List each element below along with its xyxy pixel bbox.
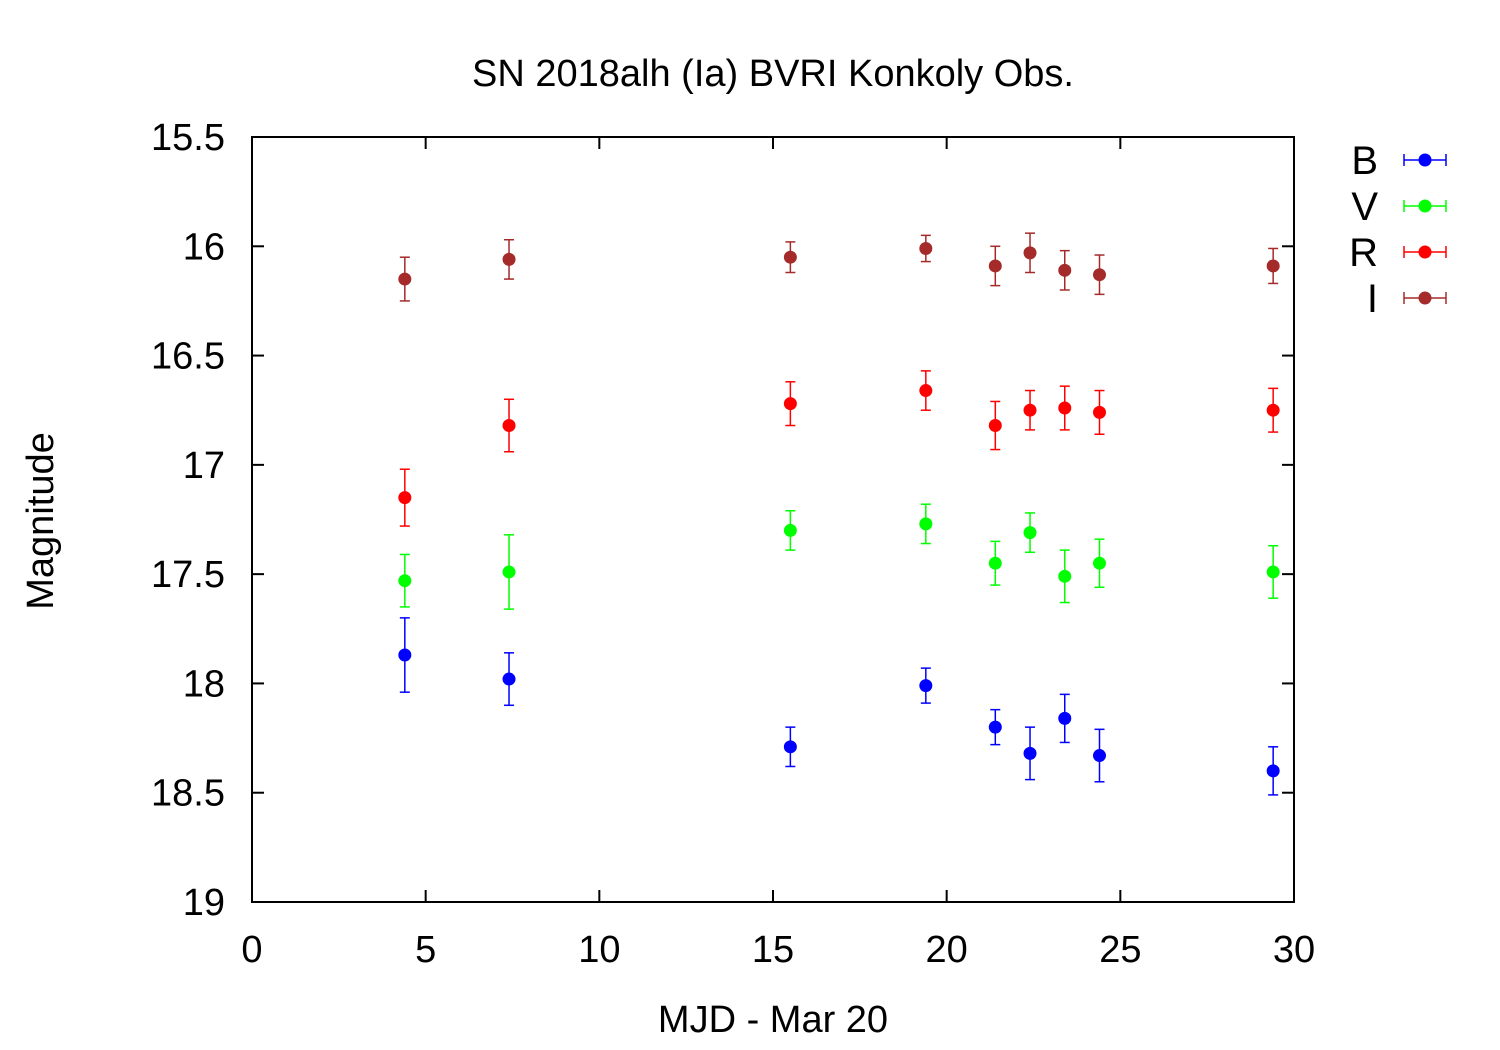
- data-point: [1092, 405, 1106, 419]
- y-tick-label: 17.5: [151, 554, 225, 596]
- y-tick-label: 16.5: [151, 336, 225, 378]
- series-I: [398, 232, 1280, 302]
- data-point: [398, 648, 412, 662]
- data-point: [1023, 403, 1037, 417]
- data-point: [1058, 263, 1072, 277]
- y-tick-label: 15.5: [151, 117, 225, 159]
- legend-marker: [1418, 199, 1432, 213]
- plot-series: [398, 232, 1280, 796]
- data-point: [1058, 569, 1072, 583]
- y-tick-label: 18: [183, 663, 225, 705]
- data-point: [783, 740, 797, 754]
- data-point: [1266, 764, 1280, 778]
- data-point: [398, 574, 412, 588]
- data-point: [1266, 403, 1280, 417]
- data-point: [1266, 565, 1280, 579]
- data-point: [398, 491, 412, 505]
- data-point: [502, 565, 516, 579]
- data-point: [1023, 526, 1037, 540]
- x-tick-label: 5: [415, 929, 436, 971]
- data-point: [988, 259, 1002, 273]
- legend-marker: [1418, 245, 1432, 259]
- data-point: [988, 720, 1002, 734]
- data-point: [919, 679, 933, 693]
- legend-marker: [1418, 291, 1432, 305]
- data-point: [1092, 749, 1106, 763]
- data-point: [1092, 556, 1106, 570]
- data-point: [783, 250, 797, 264]
- legend: BVRI: [1349, 139, 1447, 321]
- data-point: [919, 241, 933, 255]
- data-point: [919, 384, 933, 398]
- y-tick-label: 18.5: [151, 773, 225, 815]
- legend-entry-V: V: [1351, 185, 1447, 229]
- data-point: [502, 252, 516, 266]
- chart-title: SN 2018alh (Ia) BVRI Konkoly Obs.: [472, 53, 1074, 95]
- x-axis-label: MJD - Mar 20: [658, 999, 888, 1041]
- legend-marker: [1418, 153, 1432, 167]
- plot-frame: [251, 136, 1295, 903]
- x-tick-label: 30: [1273, 929, 1315, 971]
- series-R: [398, 370, 1280, 527]
- data-point: [1023, 746, 1037, 760]
- data-point: [502, 419, 516, 433]
- x-tick-label: 15: [752, 929, 794, 971]
- legend-label: R: [1349, 231, 1378, 275]
- legend-entry-B: B: [1351, 139, 1447, 183]
- data-point: [988, 419, 1002, 433]
- data-point: [783, 397, 797, 411]
- legend-entry-R: R: [1349, 231, 1447, 275]
- data-point: [398, 272, 412, 286]
- series-V: [398, 503, 1280, 610]
- y-axis-ticks: 15.5 16 16.5 17 17.5 18 18.5 19: [151, 117, 1294, 924]
- y-tick-label: 16: [183, 226, 225, 268]
- data-point: [1092, 268, 1106, 282]
- y-axis-label: Magnitude: [20, 432, 62, 609]
- series-B: [398, 617, 1280, 796]
- x-tick-label: 20: [926, 929, 968, 971]
- x-axis-ticks: 0 5 10 15 20 25 30: [241, 137, 1315, 971]
- legend-label: B: [1351, 139, 1378, 183]
- data-point: [1058, 711, 1072, 725]
- data-point: [502, 672, 516, 686]
- x-tick-label: 25: [1099, 929, 1141, 971]
- data-point: [988, 556, 1002, 570]
- data-point: [1023, 246, 1037, 260]
- x-tick-label: 0: [241, 929, 262, 971]
- x-tick-label: 10: [578, 929, 620, 971]
- legend-label: I: [1367, 277, 1378, 321]
- data-point: [1266, 259, 1280, 273]
- y-tick-label: 17: [183, 445, 225, 487]
- data-point: [783, 523, 797, 537]
- legend-label: V: [1351, 185, 1378, 229]
- data-point: [919, 517, 933, 531]
- legend-entry-I: I: [1367, 277, 1447, 321]
- data-point: [1058, 401, 1072, 415]
- y-tick-label: 19: [183, 882, 225, 924]
